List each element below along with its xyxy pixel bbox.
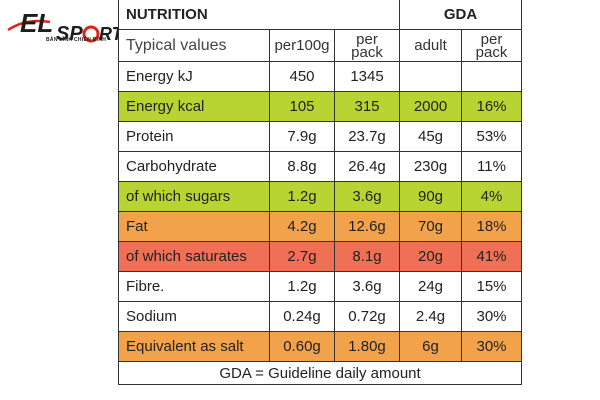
table-subheader-row: Typical values per100g per pack adult per…	[118, 29, 522, 62]
row-label: Protein	[118, 121, 270, 152]
cell-per100g: 1.2g	[269, 181, 335, 212]
cell-adult: 70g	[399, 211, 462, 242]
row-label: of which sugars	[118, 181, 270, 212]
cell-adult	[399, 61, 462, 92]
svg-text:RT: RT	[99, 24, 118, 44]
row-label: Energy kJ	[118, 61, 270, 92]
cell-adult: 6g	[399, 331, 462, 362]
cell-perpack: 3.6g	[334, 181, 400, 212]
adult-heading: adult	[399, 29, 462, 62]
cell-pct: 15%	[461, 271, 522, 302]
table-footer-row: GDA = Guideline daily amount	[118, 361, 522, 385]
cell-per100g: 450	[269, 61, 335, 92]
row-label: Energy kcal	[118, 91, 270, 122]
table-row: Sodium 0.24g 0.72g 2.4g 30%	[118, 301, 522, 332]
cell-perpack: 1.80g	[334, 331, 400, 362]
gda-perpack-heading: per pack	[461, 29, 522, 62]
gda-heading: GDA	[399, 0, 522, 30]
cell-adult: 45g	[399, 121, 462, 152]
table-row: Fibre. 1.2g 3.6g 24g 15%	[118, 271, 522, 302]
cell-per100g: 105	[269, 91, 335, 122]
table-row: Equivalent as salt 0.60g 1.80g 6g 30%	[118, 331, 522, 362]
typical-values-heading: Typical values	[118, 29, 270, 62]
cell-per100g: 1.2g	[269, 271, 335, 302]
svg-text:SP: SP	[56, 23, 83, 44]
cell-perpack: 3.6g	[334, 271, 400, 302]
cell-adult: 230g	[399, 151, 462, 182]
row-label: Sodium	[118, 301, 270, 332]
cell-perpack: 23.7g	[334, 121, 400, 152]
nutrition-heading: NUTRITION	[118, 0, 400, 30]
cell-per100g: 0.24g	[269, 301, 335, 332]
cell-per100g: 0.60g	[269, 331, 335, 362]
cell-pct	[461, 61, 522, 92]
cell-pct: 18%	[461, 211, 522, 242]
row-label: of which saturates	[118, 241, 270, 272]
nutrition-table: NUTRITION GDA Typical values per100g per…	[118, 0, 522, 385]
table-row: Energy kcal 105 315 2000 16%	[118, 91, 522, 122]
cell-perpack: 12.6g	[334, 211, 400, 242]
cell-per100g: 4.2g	[269, 211, 335, 242]
cell-pct: 16%	[461, 91, 522, 122]
gda-footnote: GDA = Guideline daily amount	[118, 361, 522, 385]
cell-perpack: 1345	[334, 61, 400, 92]
table-header-row: NUTRITION GDA	[118, 0, 522, 30]
cell-per100g: 7.9g	[269, 121, 335, 152]
cell-adult: 2000	[399, 91, 462, 122]
cell-perpack: 8.1g	[334, 241, 400, 272]
cell-perpack: 315	[334, 91, 400, 122]
per100g-heading: per100g	[269, 29, 335, 62]
cell-pct: 30%	[461, 301, 522, 332]
cell-adult: 20g	[399, 241, 462, 272]
cell-pct: 30%	[461, 331, 522, 362]
row-label: Fat	[118, 211, 270, 242]
table-row: Carbohydrate 8.8g 26.4g 230g 11%	[118, 151, 522, 182]
elipsport-logo: EL SP RT BẢN LĨNH CHIẾN BINH	[6, 4, 118, 56]
table-row: Protein 7.9g 23.7g 45g 53%	[118, 121, 522, 152]
logo-mark: EL SP RT	[7, 8, 118, 44]
perpack-heading: per pack	[334, 29, 400, 62]
cell-per100g: 2.7g	[269, 241, 335, 272]
row-label: Equivalent as salt	[118, 331, 270, 362]
table-row: of which saturates 2.7g 8.1g 20g 41%	[118, 241, 522, 272]
cell-per100g: 8.8g	[269, 151, 335, 182]
cell-pct: 4%	[461, 181, 522, 212]
row-label: Fibre.	[118, 271, 270, 302]
table-row: Fat 4.2g 12.6g 70g 18%	[118, 211, 522, 242]
cell-perpack: 0.72g	[334, 301, 400, 332]
cell-adult: 90g	[399, 181, 462, 212]
cell-pct: 11%	[461, 151, 522, 182]
cell-adult: 2.4g	[399, 301, 462, 332]
cell-pct: 53%	[461, 121, 522, 152]
svg-text:EL: EL	[20, 8, 53, 38]
table-row: of which sugars 1.2g 3.6g 90g 4%	[118, 181, 522, 212]
cell-perpack: 26.4g	[334, 151, 400, 182]
table-row: Energy kJ 450 1345	[118, 61, 522, 92]
logo-tagline: BẢN LĨNH CHIẾN BINH	[46, 37, 107, 43]
cell-adult: 24g	[399, 271, 462, 302]
cell-pct: 41%	[461, 241, 522, 272]
row-label: Carbohydrate	[118, 151, 270, 182]
